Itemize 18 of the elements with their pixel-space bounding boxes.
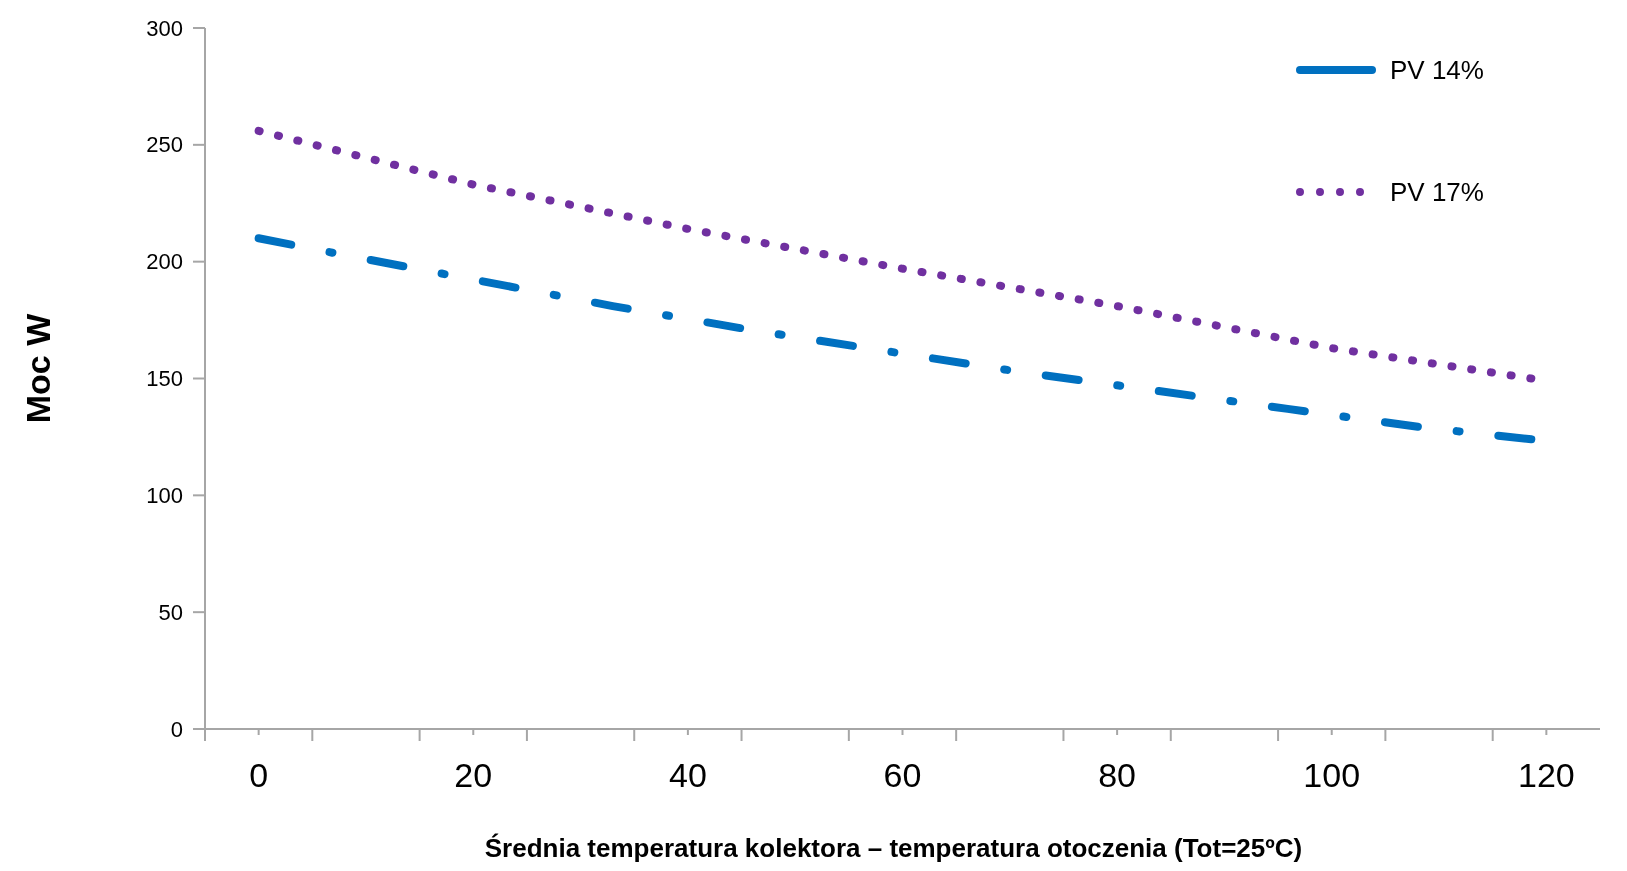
x-tick-label: 40	[668, 756, 707, 794]
y-tick-label: 0	[170, 716, 183, 742]
legend-label: PV 14%	[1390, 55, 1484, 86]
y-tick-label: 300	[146, 15, 183, 41]
x-tick-label: 20	[454, 756, 493, 794]
y-axis-title: Moc W	[19, 312, 57, 424]
y-tick-label: 200	[146, 249, 183, 275]
y-tick-label: 250	[146, 132, 183, 158]
x-axis-title: Średnia temperatura kolektora – temperatura otoczenia (Tot=25ºC)	[484, 833, 1303, 863]
x-tick-label: 100	[1303, 756, 1361, 794]
x-tick-label: 80	[1098, 756, 1137, 794]
x-tick-label: 0	[249, 756, 269, 794]
y-tick-label: 100	[146, 482, 183, 508]
x-tick-label: 120	[1517, 756, 1575, 794]
y-tick-label: 150	[146, 366, 183, 391]
x-tick-label: 60	[883, 756, 922, 794]
y-tick-label: 50	[158, 599, 183, 625]
legend-label: PV 17%	[1390, 177, 1484, 208]
